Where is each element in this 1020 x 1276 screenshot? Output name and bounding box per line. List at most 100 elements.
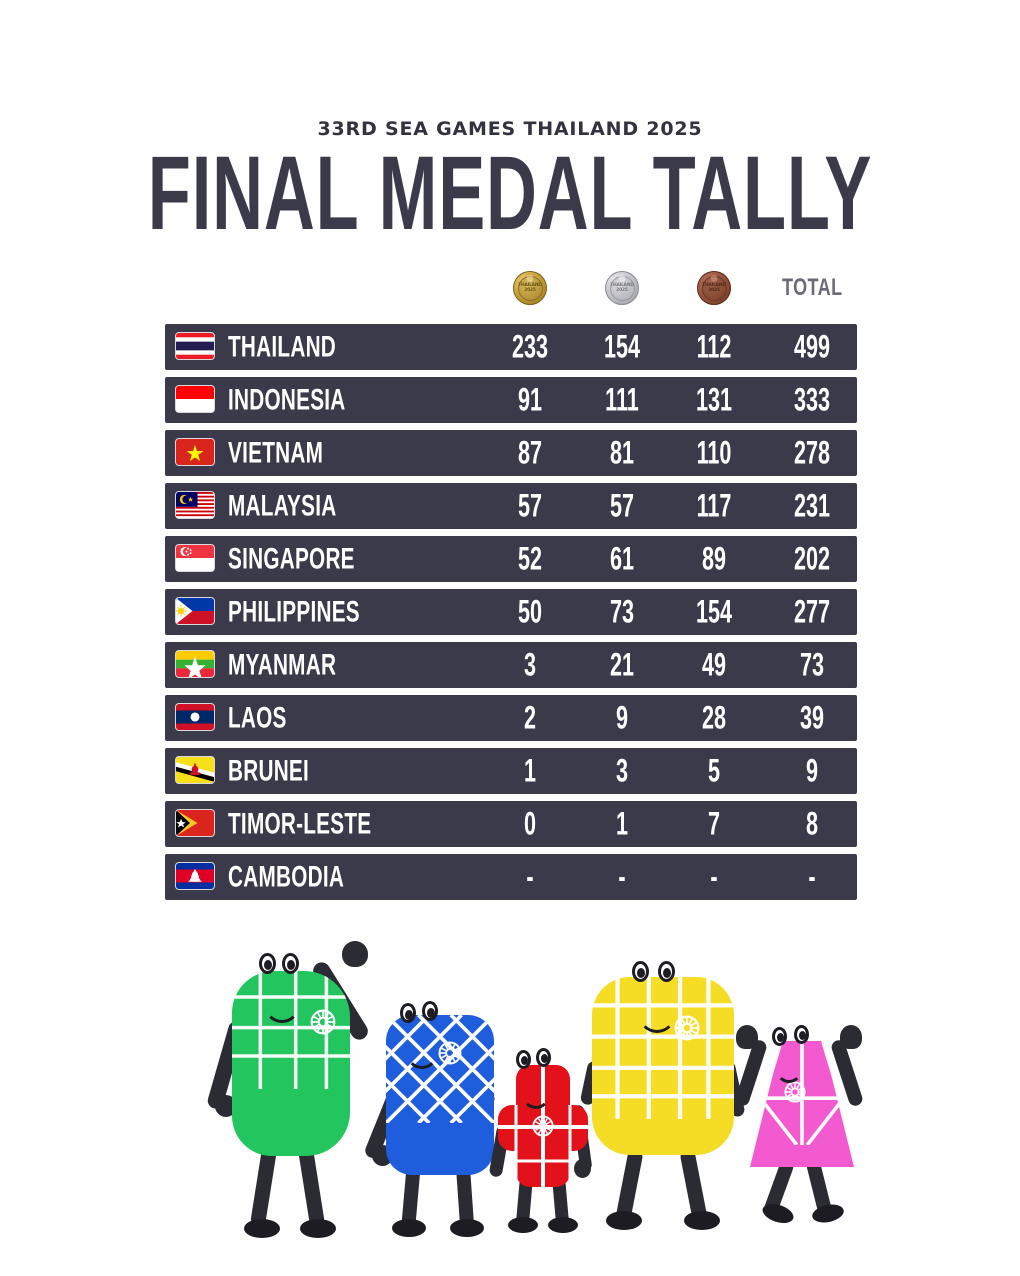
mascot-illustration-group xyxy=(0,915,1020,1265)
table-row[interactable]: VIETNAM 87 81 110 278 xyxy=(165,430,857,476)
foot-right xyxy=(300,1219,336,1238)
table-row[interactable]: THAILAND 233 154 112 499 xyxy=(165,324,857,370)
flag-cell xyxy=(175,597,215,625)
pupil-left xyxy=(405,1010,413,1020)
flag-cell xyxy=(175,809,215,837)
total-count: - xyxy=(808,858,816,895)
silver-count: 1 xyxy=(615,805,629,842)
smile xyxy=(522,1081,550,1109)
column-header-row: THAILAND 2025 THAILAND 2025 THAILAND 202… xyxy=(165,265,857,311)
country-name: PHILIPPINES xyxy=(228,594,360,629)
flag-vietnam-icon xyxy=(175,438,215,466)
hand-right xyxy=(574,1159,591,1178)
table-row[interactable]: MYANMAR 3 21 49 73 xyxy=(165,642,857,688)
flag-brunei-icon xyxy=(175,756,215,784)
table-row[interactable]: MALAYSIA 57 57 117 231 xyxy=(165,483,857,529)
table-row[interactable]: CAMBODIA - - - - xyxy=(165,854,857,900)
arm-left xyxy=(733,1038,769,1108)
bronze-column-header: THAILAND 2025 xyxy=(674,265,754,311)
bronze-count: 131 xyxy=(695,381,733,418)
medal-tally-table: THAILAND 233 154 112 499 INDONESIA 91 111 131 333… xyxy=(165,324,857,907)
foot-left xyxy=(508,1217,538,1233)
silver-count: 154 xyxy=(603,328,641,365)
gold-medal-icon: THAILAND 2025 xyxy=(513,271,547,305)
foot-right xyxy=(684,1211,720,1230)
total-count: 9 xyxy=(805,752,819,789)
silver-medal-icon: THAILAND 2025 xyxy=(605,271,639,305)
pupil-left xyxy=(264,960,272,970)
silver-count: - xyxy=(618,858,626,895)
total-count: 278 xyxy=(793,434,831,471)
total-count: 333 xyxy=(793,381,831,418)
flag-cambodia-icon xyxy=(175,862,215,890)
flag-singapore-icon xyxy=(175,544,215,572)
silver-count: 111 xyxy=(605,381,639,418)
gold-count: - xyxy=(526,858,534,895)
flag-myanmar-icon xyxy=(175,650,215,678)
pupil-right xyxy=(287,960,295,970)
gold-count: 1 xyxy=(523,752,537,789)
yellow-ketupat-mascot xyxy=(578,953,750,1245)
flag-cell xyxy=(175,650,215,678)
flag-cell xyxy=(175,703,215,731)
foot-right xyxy=(450,1219,484,1237)
total-column-header: TOTAL xyxy=(772,265,852,311)
pupil-left xyxy=(521,1056,528,1065)
country-name: BRUNEI xyxy=(228,753,310,788)
total-count: 8 xyxy=(805,805,819,842)
silver-count: 73 xyxy=(609,593,635,630)
pupil-right xyxy=(663,968,671,978)
blue-ketupat-mascot xyxy=(363,993,520,1245)
bronze-count: 89 xyxy=(701,540,727,577)
total-count: 202 xyxy=(793,540,831,577)
body xyxy=(386,1015,494,1175)
total-label: TOTAL xyxy=(781,274,843,301)
bronze-count: 154 xyxy=(695,593,733,630)
event-subtitle: 33RD SEA GAMES THAILAND 2025 xyxy=(317,118,703,140)
bronze-count: - xyxy=(710,858,718,895)
foot-left xyxy=(392,1219,426,1237)
smile xyxy=(406,1037,438,1069)
hand-left xyxy=(215,1095,237,1117)
pupil-left xyxy=(777,1033,784,1042)
silver-count: 3 xyxy=(615,752,629,789)
gold-count: 52 xyxy=(517,540,543,577)
gold-count: 2 xyxy=(523,699,537,736)
hand-right xyxy=(840,1025,862,1049)
foot-left xyxy=(606,1211,642,1230)
page-title: FINAL MEDAL TALLY xyxy=(147,135,873,253)
table-row[interactable]: BRUNEI 1 3 5 9 xyxy=(165,748,857,794)
foot-right xyxy=(548,1217,578,1233)
table-row[interactable]: LAOS 2 9 28 39 xyxy=(165,695,857,741)
flag-cell xyxy=(175,438,215,466)
bronze-count: 117 xyxy=(696,487,732,524)
country-name: SINGAPORE xyxy=(228,541,355,576)
table-row[interactable]: PHILIPPINES 50 73 154 277 xyxy=(165,589,857,635)
hand-right xyxy=(342,941,368,967)
silver-count: 9 xyxy=(615,699,629,736)
body xyxy=(592,977,734,1155)
gold-count: 50 xyxy=(517,593,543,630)
bronze-medal-icon: THAILAND 2025 xyxy=(697,271,731,305)
bronze-count: 7 xyxy=(707,805,721,842)
table-row[interactable]: TIMOR-LESTE 0 1 7 8 xyxy=(165,801,857,847)
table-row[interactable]: SINGAPORE 52 61 89 202 xyxy=(165,536,857,582)
gold-count: 91 xyxy=(517,381,543,418)
flag-cell xyxy=(175,385,215,413)
smile xyxy=(776,1057,802,1083)
country-name: LAOS xyxy=(228,700,287,735)
smile xyxy=(264,987,300,1023)
pupil-right xyxy=(799,1031,806,1040)
silver-count: 61 xyxy=(609,540,635,577)
country-name: TIMOR-LESTE xyxy=(228,806,372,841)
table-row[interactable]: INDONESIA 91 111 131 333 xyxy=(165,377,857,423)
bronze-count: 49 xyxy=(701,646,727,683)
country-name: VIETNAM xyxy=(228,435,324,470)
flag-indonesia-icon xyxy=(175,385,215,413)
gold-count: 3 xyxy=(523,646,537,683)
pink-ketupat-mascot xyxy=(728,1005,878,1245)
flag-cell xyxy=(175,491,215,519)
silver-count: 81 xyxy=(609,434,635,471)
smile xyxy=(638,995,676,1033)
country-name: MALAYSIA xyxy=(228,488,337,523)
